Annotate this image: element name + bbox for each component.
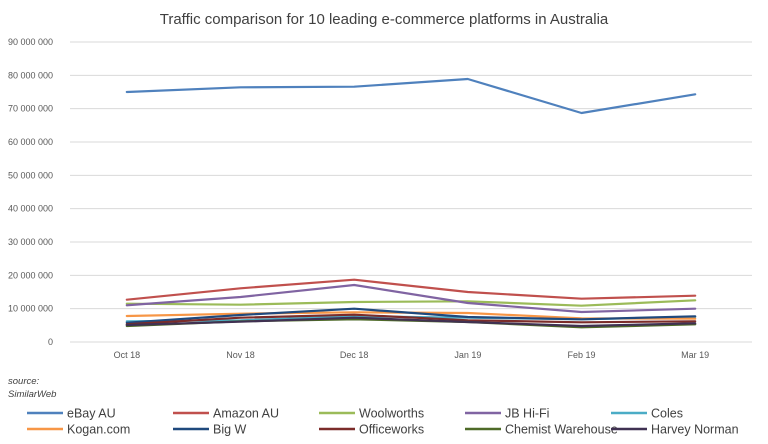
- series-line-harvey-norman: [125, 316, 697, 328]
- legend-item-harvey-norman: Harvey Norman: [611, 423, 739, 437]
- legend-label: eBay AU: [67, 407, 116, 421]
- y-tick-label: 40 000 000: [8, 204, 53, 214]
- series-line-amazon-au: [125, 278, 697, 301]
- series-line-woolworths: [125, 299, 697, 307]
- y-tick-label: 50 000 000: [8, 170, 53, 180]
- source-name: SimilarWeb: [8, 389, 56, 400]
- legend-item-big-w: Big W: [173, 423, 247, 437]
- x-tick-label: Mar 19: [681, 350, 709, 360]
- legend-label: Woolworths: [359, 407, 424, 421]
- legend-label: Coles: [651, 407, 683, 421]
- legend: eBay AU Amazon AU Woolworths JB Hi-Fi Coles K…: [27, 407, 739, 437]
- legend-label: Chemist Warehouse: [505, 423, 618, 437]
- legend-item-kogan-com: Kogan.com: [27, 423, 130, 437]
- legend-label: Amazon AU: [213, 407, 279, 421]
- legend-item-coles: Coles: [611, 407, 683, 421]
- legend-label: Kogan.com: [67, 423, 130, 437]
- x-tick-label: Feb 19: [567, 350, 595, 360]
- series-line-ebay-au: [125, 77, 697, 115]
- y-tick-label: 90 000 000: [8, 37, 53, 47]
- x-axis-tick-labels: Oct 18 Nov 18 Dec 18 Jan 19 Feb 19 Mar 19: [114, 350, 710, 360]
- y-tick-label: 10 000 000: [8, 304, 53, 314]
- x-tick-label: Nov 18: [226, 350, 255, 360]
- legend-label: Harvey Norman: [651, 423, 739, 437]
- series-line-big-w: [125, 307, 697, 324]
- legend-item-officeworks: Officeworks: [319, 423, 424, 437]
- y-tick-label: 60 000 000: [8, 137, 53, 147]
- legend-label: Officeworks: [359, 423, 424, 437]
- legend-label: JB Hi-Fi: [505, 407, 549, 421]
- legend-item-ebay-au: eBay AU: [27, 407, 116, 421]
- chart-title: Traffic comparison for 10 leading e-comm…: [160, 11, 609, 28]
- y-tick-label: 70 000 000: [8, 104, 53, 114]
- x-tick-label: Dec 18: [340, 350, 369, 360]
- y-tick-label: 0: [48, 337, 53, 347]
- y-tick-label: 30 000 000: [8, 237, 53, 247]
- legend-item-jb-hi-fi: JB Hi-Fi: [465, 407, 549, 421]
- x-tick-label: Jan 19: [454, 350, 481, 360]
- y-axis-tick-labels: 0 10 000 000 20 000 000 30 000 000 40 000 00…: [8, 37, 53, 347]
- series-line-jb-hi-fi: [125, 283, 697, 314]
- legend-item-chemist-warehouse: Chemist Warehouse: [465, 423, 618, 437]
- legend-item-woolworths: Woolworths: [319, 407, 424, 421]
- x-tick-label: Oct 18: [114, 350, 141, 360]
- series-lines: [125, 77, 697, 329]
- gridlines: [70, 41, 752, 343]
- source-label: source:: [8, 376, 40, 387]
- y-tick-label: 80 000 000: [8, 70, 53, 80]
- series-line-officeworks: [125, 313, 697, 326]
- legend-item-amazon-au: Amazon AU: [173, 407, 279, 421]
- legend-label: Big W: [213, 423, 247, 437]
- y-tick-label: 20 000 000: [8, 270, 53, 280]
